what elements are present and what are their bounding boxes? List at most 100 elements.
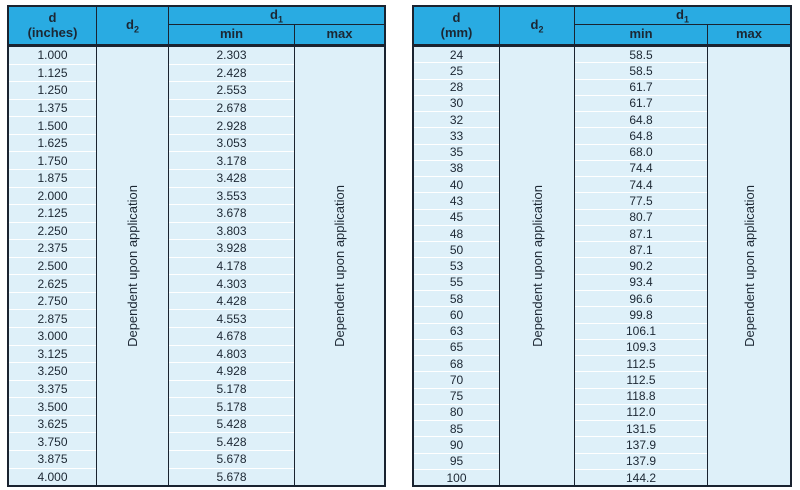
table-cell-min: 87.1 <box>575 226 707 243</box>
table-cell-d: 45 <box>414 210 499 226</box>
min-max-header-row: min max <box>575 25 790 44</box>
d1-label-row: d1 <box>169 7 384 25</box>
table-cell-min: 2.303 <box>169 47 294 65</box>
table-cell-min: 109.3 <box>575 340 707 357</box>
table-cell-d: 2.500 <box>9 258 96 276</box>
min-column: 58.5 58.5 61.7 61.7 64.8 64.8 68.0 74.4 74.4 77.5… <box>575 47 708 485</box>
table-cell-d: 3.500 <box>9 398 96 416</box>
table-cell-d: 50 <box>414 242 499 259</box>
table-cell-d: 3.875 <box>9 451 96 469</box>
table-cell-min: 61.7 <box>575 96 707 113</box>
table-cell-d: 55 <box>414 275 499 291</box>
table-cell-d: 65 <box>414 340 499 357</box>
table-cell-min: 4.428 <box>169 293 294 311</box>
table-cell-d: 32 <box>414 112 499 129</box>
table-cell-min: 3.428 <box>169 170 294 188</box>
max-note: Dependent upon application <box>332 185 347 347</box>
table-cell-d: 100 <box>446 470 467 485</box>
table-cell-min: 4.178 <box>169 258 294 276</box>
table-cell-min: 5.678 <box>169 451 294 469</box>
table-cell-d: 3.625 <box>9 416 96 434</box>
table-cell-min: 93.4 <box>575 275 707 291</box>
table-cell-min: 2.428 <box>169 65 294 83</box>
unit-label: (inches) <box>27 24 78 40</box>
table-cell-d: 38 <box>414 161 499 178</box>
table-cell-d: 58 <box>414 291 499 308</box>
table-cell-min: 64.8 <box>575 112 707 129</box>
d2-column-header: d2 <box>97 7 169 44</box>
d2-label: d2 <box>530 17 544 35</box>
max-note: Dependent upon application <box>741 185 757 347</box>
table-cell-d: 35 <box>414 145 499 161</box>
min-column: 2.303 2.428 2.553 2.678 2.928 3.053 3.178 3.428… <box>169 47 295 485</box>
d-column: 1.000 1.125 1.250 1.375 1.500 1.625 1.750 1.875… <box>9 47 97 485</box>
table-cell-d: 80 <box>414 405 499 422</box>
table-cell-d: 33 <box>414 128 499 145</box>
table-cell-min: 99.8 <box>575 307 707 324</box>
table-cell-min: 118.8 <box>575 389 707 405</box>
d-column: 24 25 28 30 32 33 35 38 40 43 45 48 50 53 55 58 60 63 65 68… <box>414 47 500 485</box>
table-cell-min: 3.553 <box>169 188 294 206</box>
table-cell-d: 1.250 <box>9 82 96 100</box>
table-cell-min: 80.7 <box>575 210 707 226</box>
table-cell-d: 75 <box>414 389 499 405</box>
inches-dimension-table: d (inches) d2 d1 min max 1.000 1.125 1.250… <box>7 5 386 487</box>
d1-label: d1 <box>676 7 689 25</box>
d2-note: Dependent upon application <box>529 185 545 347</box>
table-cell-d: 60 <box>414 307 499 324</box>
d2-note: Dependent upon application <box>125 185 140 347</box>
mm-dimension-table: d (mm) d2 d1 min max 24 25 28 30 32 33 35 38 40 4… <box>412 5 792 487</box>
table-cell-min: 2.553 <box>169 82 294 100</box>
d-column-header: d (inches) <box>9 7 97 44</box>
table-cell-d: 2.750 <box>9 293 96 311</box>
table-cell-min: 137.9 <box>575 454 707 470</box>
table-cell-d: 40 <box>414 177 499 194</box>
table-cell-min: 4.928 <box>169 363 294 381</box>
table-cell-min: 77.5 <box>575 193 707 210</box>
d1-column-header: d1 min max <box>169 7 384 44</box>
table-cell-min: 4.303 <box>169 275 294 293</box>
table-cell-min: 106.1 <box>575 324 707 340</box>
table-cell-min: 3.928 <box>169 240 294 258</box>
table-cell-d: 3.125 <box>9 346 96 364</box>
table-cell-min: 112.5 <box>575 372 707 389</box>
table-cell-min: 112.5 <box>575 356 707 373</box>
table-cell-min: 58.5 <box>575 63 707 80</box>
table-cell-min: 74.4 <box>575 161 707 178</box>
table-cell-d: 25 <box>414 63 499 80</box>
table-header: d (mm) d2 d1 min max <box>414 7 790 47</box>
table-cell-d: 68 <box>414 356 499 373</box>
table-cell-min: 4.678 <box>169 328 294 346</box>
table-cell-d: 70 <box>414 372 499 389</box>
table-cell-d: 1.125 <box>9 65 96 83</box>
table-cell-d: 1.500 <box>9 117 96 135</box>
table-cell-d: 1.375 <box>9 100 96 118</box>
d2-column: Dependent upon application <box>97 47 169 485</box>
d-column-header: d (mm) <box>414 7 500 44</box>
table-cell-d: 2.625 <box>9 275 96 293</box>
table-cell-min: 4.803 <box>169 346 294 364</box>
d1-label-row: d1 <box>575 7 790 25</box>
min-header: min <box>169 25 295 44</box>
table-cell-d: 1.875 <box>9 170 96 188</box>
d2-column: Dependent upon application <box>500 47 575 485</box>
table-cell-min: 112.0 <box>575 405 707 422</box>
table-cell-min: 58.5 <box>575 47 707 64</box>
d2-label: d2 <box>126 17 139 35</box>
table-cell-d: 1.625 <box>9 135 96 153</box>
d1-label: d1 <box>270 7 283 25</box>
table-cell-d: 53 <box>414 258 499 275</box>
table-cell-min: 5.678 <box>216 469 247 484</box>
table-cell-d: 3.375 <box>9 381 96 399</box>
table-cell-min: 64.8 <box>575 128 707 145</box>
table-cell-d: 28 <box>414 80 499 96</box>
table-cell-d: 2.375 <box>9 240 96 258</box>
table-cell-min: 3.803 <box>169 223 294 241</box>
table-cell-min: 90.2 <box>575 258 707 275</box>
table-cell-d: 3.250 <box>9 363 96 381</box>
table-cell-d: 1.000 <box>9 47 96 65</box>
table-cell-d: 2.125 <box>9 205 96 223</box>
table-cell-d: 63 <box>414 324 499 340</box>
max-header: max <box>735 26 763 42</box>
d2-column-header: d2 <box>500 7 575 44</box>
